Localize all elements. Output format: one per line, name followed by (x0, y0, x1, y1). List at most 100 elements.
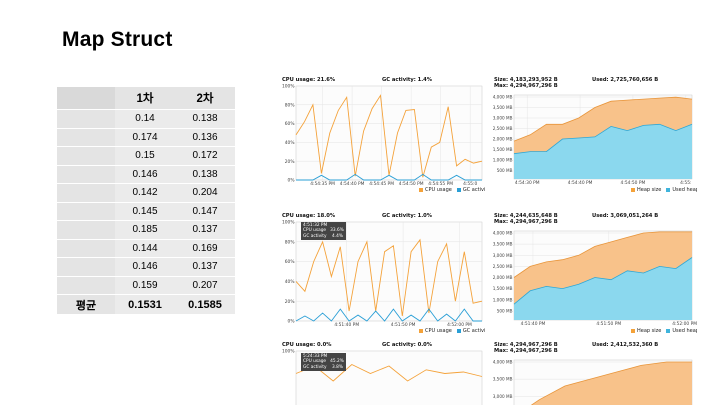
y-tick-label: 40% (285, 279, 295, 285)
chart-legend: CPU usage GC activity (419, 187, 485, 193)
y-tick-label: 0% (288, 178, 295, 184)
table-cell (57, 109, 115, 129)
table-cell: 0.15 (115, 146, 175, 166)
y-tick-label: 60% (285, 259, 295, 265)
y-tick-label: 4,000 MB (493, 231, 513, 236)
heap-max-header: Max: 4,294,967,296 B (494, 219, 558, 225)
table-header-row: 1차 2차 (57, 87, 235, 110)
chart-tooltip: 4:51:32 PM CPU usage 33.6% GC activity 4… (301, 222, 346, 241)
chart-legend: Heap size Used heap (631, 328, 697, 334)
table-cell: 0.159 (115, 276, 175, 295)
y-tick-label: 3,000 MB (493, 394, 513, 399)
table-cell: 0.169 (175, 239, 235, 258)
used-heap-header: Used: 3,069,051,264 B (592, 213, 659, 219)
y-tick-label: 500 MB (497, 168, 513, 173)
cpu-usage-line (295, 363, 483, 382)
y-tick-label: 4,000 MB (493, 360, 513, 365)
table-cell (57, 183, 115, 203)
y-tick-label: 20% (285, 159, 295, 165)
heap-size-header: Size: 4,183,293,952 B (494, 77, 558, 83)
y-tick-label: 100% (282, 84, 295, 90)
legend-swatch (456, 188, 461, 192)
table-cell: 1차 (115, 87, 175, 110)
gc-activity-line (295, 308, 482, 322)
x-tick-label: 4:55:0 (463, 181, 477, 187)
table-cell: 0.146 (115, 165, 175, 184)
y-tick-label: 2,000 MB (493, 137, 513, 142)
table-row: 0.15 0.172 (57, 146, 235, 166)
legend-swatch (419, 188, 423, 192)
legend-label: CPU usage (425, 187, 452, 193)
heap-size-header: Size: 4,294,967,296 B (494, 342, 558, 348)
table-cell: 0.137 (175, 257, 235, 277)
heap-max-header: Max: 4,294,967,296 B (494, 83, 558, 89)
table-row: 0.145 0.147 (57, 202, 235, 221)
table-cell (57, 165, 115, 184)
cpu-usage-line (295, 238, 483, 317)
y-tick-label: 40% (285, 140, 295, 146)
table-cell: 0.147 (175, 202, 235, 221)
legend-swatch (666, 188, 671, 192)
gc-activity-header: GC activity: 0.0% (382, 342, 432, 348)
y-tick-label: 80% (285, 102, 295, 108)
table-cell: 평균 (57, 294, 115, 315)
y-tick-label: 1,500 MB (493, 147, 513, 152)
x-tick-label: 4:52:00 PM (447, 322, 472, 328)
heap-size-line (513, 231, 692, 278)
table-cell: 0.136 (175, 128, 235, 147)
table-cell (57, 276, 115, 295)
results-table: 1차 2차 0.14 0.138 0.174 0.136 0.15 0.172 0.146 0.1… (57, 87, 235, 315)
table-cell: 0.14 (115, 109, 175, 129)
y-tick-label: 3,500 MB (493, 242, 513, 247)
cpu-usage-header: CPU usage: 18.0% (282, 213, 336, 219)
x-tick-label: 4:51:50 PM (391, 322, 416, 328)
gc-activity-line (296, 173, 482, 181)
y-tick-label: 100% (282, 349, 295, 355)
heap-monitor-panel: Size: 4,244,635,648 B Max: 4,294,967,296 … (492, 211, 697, 336)
table-cell: 0.174 (115, 128, 175, 147)
legend-label: CPU usage (425, 328, 452, 334)
chart-tooltip: 5:24:33 PM CPU usage 45.2% GC activity 3… (301, 353, 346, 372)
table-cell: 0.146 (115, 257, 175, 277)
x-tick-label: 4:54:50 PM (399, 181, 424, 187)
gc-activity-header: GC activity: 1.0% (382, 213, 432, 219)
x-tick-label: 4:54:35 PM (310, 181, 335, 187)
x-tick-label: 4:51:40 PM (521, 321, 546, 327)
heap-size-line (530, 361, 692, 405)
legend-label: Heap size (637, 328, 662, 334)
used-heap-line (513, 257, 693, 305)
table-cell: 0.1585 (175, 294, 235, 315)
y-tick-label: 500 MB (497, 308, 513, 313)
y-tick-label: 1,500 MB (493, 286, 513, 291)
table-row: 0.159 0.207 (57, 276, 235, 295)
table-cell: 0.137 (175, 220, 235, 240)
legend-swatch (419, 329, 423, 333)
legend-label: Heap size (637, 187, 662, 193)
legend-swatch (666, 329, 671, 333)
cpu-chart: 100% 80% 60% 40% 20% 0% 4:54:35 PM 4:54:40 PM 4:… (282, 84, 483, 187)
heap-chart: 4,000 MB3,500 MB3,000 MB2,500 MB (493, 360, 693, 405)
y-tick-label: 3,000 MB (493, 116, 513, 121)
legend-label: Used heap (672, 328, 697, 334)
table-cell: 0.138 (175, 109, 235, 129)
y-tick-label: 1,000 MB (493, 297, 513, 302)
legend-label: Used heap (672, 187, 697, 193)
slide-title: Map Struct (62, 28, 173, 51)
table-cell (57, 202, 115, 221)
table-row: 0.146 0.137 (57, 257, 235, 277)
x-tick-label: 4:55: (680, 180, 691, 186)
table-cell: 0.207 (175, 276, 235, 295)
x-tick-label: 4:54:30 PM (515, 180, 540, 186)
chart-legend: CPU usage GC activity (419, 328, 485, 334)
cpu-monitor-panel: CPU usage: 0.0% GC activity: 0.0%100%80%5… (280, 340, 485, 405)
table-cell: 0.172 (175, 146, 235, 166)
x-tick-label: 4:51:40 PM (334, 322, 359, 328)
table-cell: 0.204 (175, 183, 235, 203)
table-cell: 0.142 (115, 183, 175, 203)
y-tick-label: 1,000 MB (493, 158, 513, 163)
x-tick-label: 4:51:50 PM (596, 321, 621, 327)
heap-chart: 4,000 MB 3,500 MB 3,000 MB 2,500 MB 2,000 MB… (493, 231, 697, 327)
x-tick-label: 4:54:50 PM (621, 180, 646, 186)
cpu-chart: 100%80% (282, 349, 483, 405)
table-cell: 0.185 (115, 220, 175, 240)
